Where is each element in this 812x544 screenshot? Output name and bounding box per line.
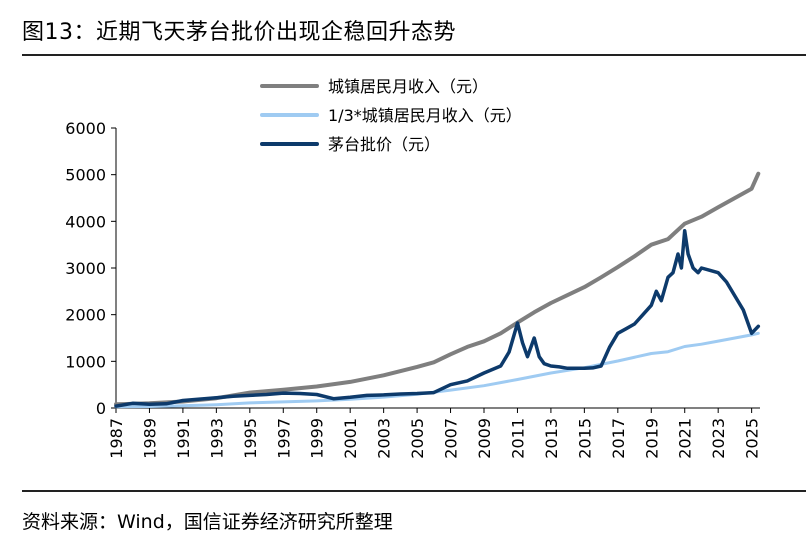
x-tick-label: 2011	[508, 418, 527, 459]
y-tick-label: 0	[96, 399, 106, 418]
chart-axes: 0 1000 2000 3000 4000 5000 6000 1987 1989 1991 199…	[65, 119, 761, 459]
x-tick-label: 2021	[676, 418, 695, 459]
y-tick-label: 3000	[65, 259, 106, 278]
series-line-2	[114, 331, 760, 409]
x-tick-label: 2015	[575, 418, 594, 459]
series-layer	[114, 171, 761, 409]
y-tick-label: 5000	[65, 166, 106, 185]
x-tick-label: 2017	[609, 418, 628, 459]
y-tick-label: 4000	[65, 212, 106, 231]
series-line-1	[114, 171, 761, 407]
figure-title: 图13：近期飞天茅台批价出现企稳回升态势	[22, 20, 456, 45]
bottom-rule	[22, 490, 806, 492]
x-tick-label: 2007	[442, 418, 461, 459]
x-tick-label: 2009	[475, 418, 494, 459]
y-tick-label: 2000	[65, 306, 106, 325]
y-tick-label: 6000	[65, 119, 106, 138]
legend: 城镇居民月收入（元） 1/3*城镇居民月收入（元） 茅台批价（元）	[260, 77, 522, 154]
legend-label-1: 城镇居民月收入（元）	[328, 77, 488, 96]
series-line-3	[114, 228, 761, 408]
x-tick-label: 2025	[743, 418, 762, 459]
x-tick-label: 2005	[408, 418, 427, 459]
x-tick-label: 1997	[274, 418, 293, 459]
x-tick-label: 1991	[174, 418, 193, 459]
x-tick-label: 2013	[542, 418, 561, 459]
x-tick-label: 1995	[241, 418, 260, 459]
source-note: 资料来源：Wind，国信证券经济研究所整理	[22, 511, 393, 533]
x-tick-label: 2003	[375, 418, 394, 459]
x-tick-label: 1987	[107, 418, 126, 459]
legend-label-2: 1/3*城镇居民月收入（元）	[328, 106, 522, 125]
legend-label-3: 茅台批价（元）	[328, 135, 440, 154]
x-tick-label: 1999	[308, 418, 327, 459]
top-rule	[22, 54, 806, 56]
x-tick-label: 2023	[709, 418, 728, 459]
y-tick-label: 1000	[65, 352, 106, 371]
x-tick-label: 1993	[207, 418, 226, 459]
x-tick-label: 2001	[341, 418, 360, 459]
x-tick-label: 1989	[140, 418, 159, 459]
x-tick-label: 2019	[642, 418, 661, 459]
